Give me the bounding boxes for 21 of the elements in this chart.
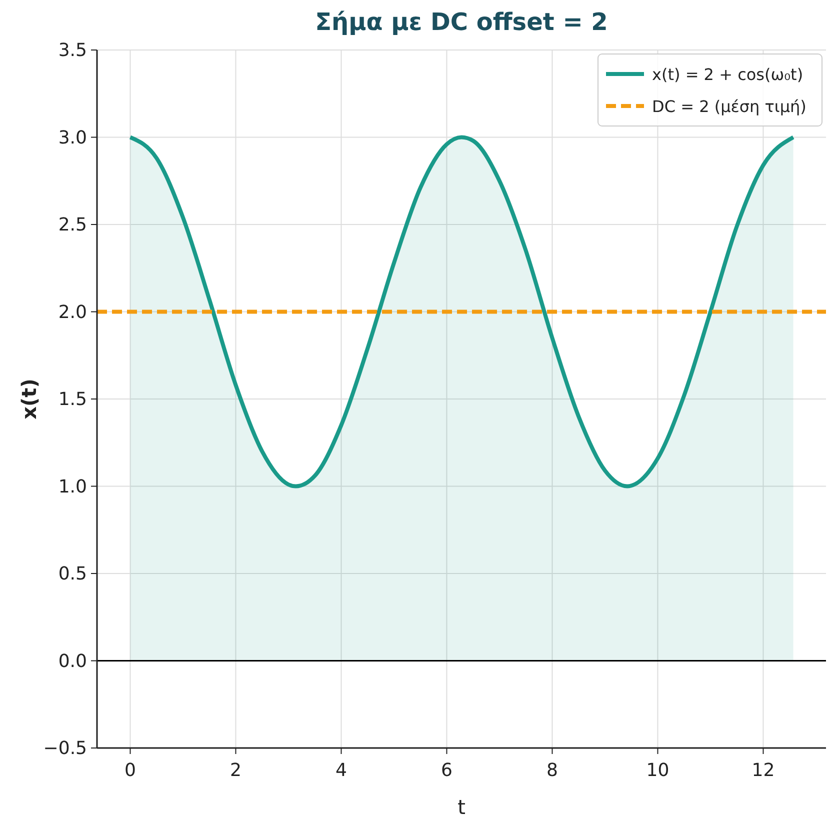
legend-label: x(t) = 2 + cos(ω₀t) (652, 65, 804, 84)
chart-title: Σήμα με DC offset = 2 (315, 8, 608, 36)
y-tick-label: 2.5 (58, 214, 87, 236)
y-tick-label: 2.0 (58, 302, 87, 323)
x-tick-label: 8 (546, 760, 558, 781)
y-tick-label: 3.0 (58, 127, 87, 148)
x-tick-label: 0 (124, 760, 136, 781)
x-tick-label: 6 (441, 760, 452, 781)
y-tick-label: 3.5 (58, 40, 87, 61)
y-tick-label: −0.5 (43, 738, 87, 759)
legend-label: DC = 2 (μέση τιμή) (652, 97, 806, 116)
x-tick-label: 2 (230, 760, 242, 781)
x-tick-label: 10 (646, 760, 670, 781)
y-tick-label: 1.0 (58, 476, 87, 498)
y-axis-title: x(t) (17, 378, 41, 420)
y-tick-label: 0.0 (58, 650, 87, 672)
y-tick-label: 1.5 (58, 389, 87, 410)
x-tick-label: 4 (336, 760, 347, 781)
x-axis-title: t (458, 795, 466, 819)
y-tick-label: 0.5 (58, 564, 87, 584)
x-tick-label: 12 (752, 760, 775, 781)
